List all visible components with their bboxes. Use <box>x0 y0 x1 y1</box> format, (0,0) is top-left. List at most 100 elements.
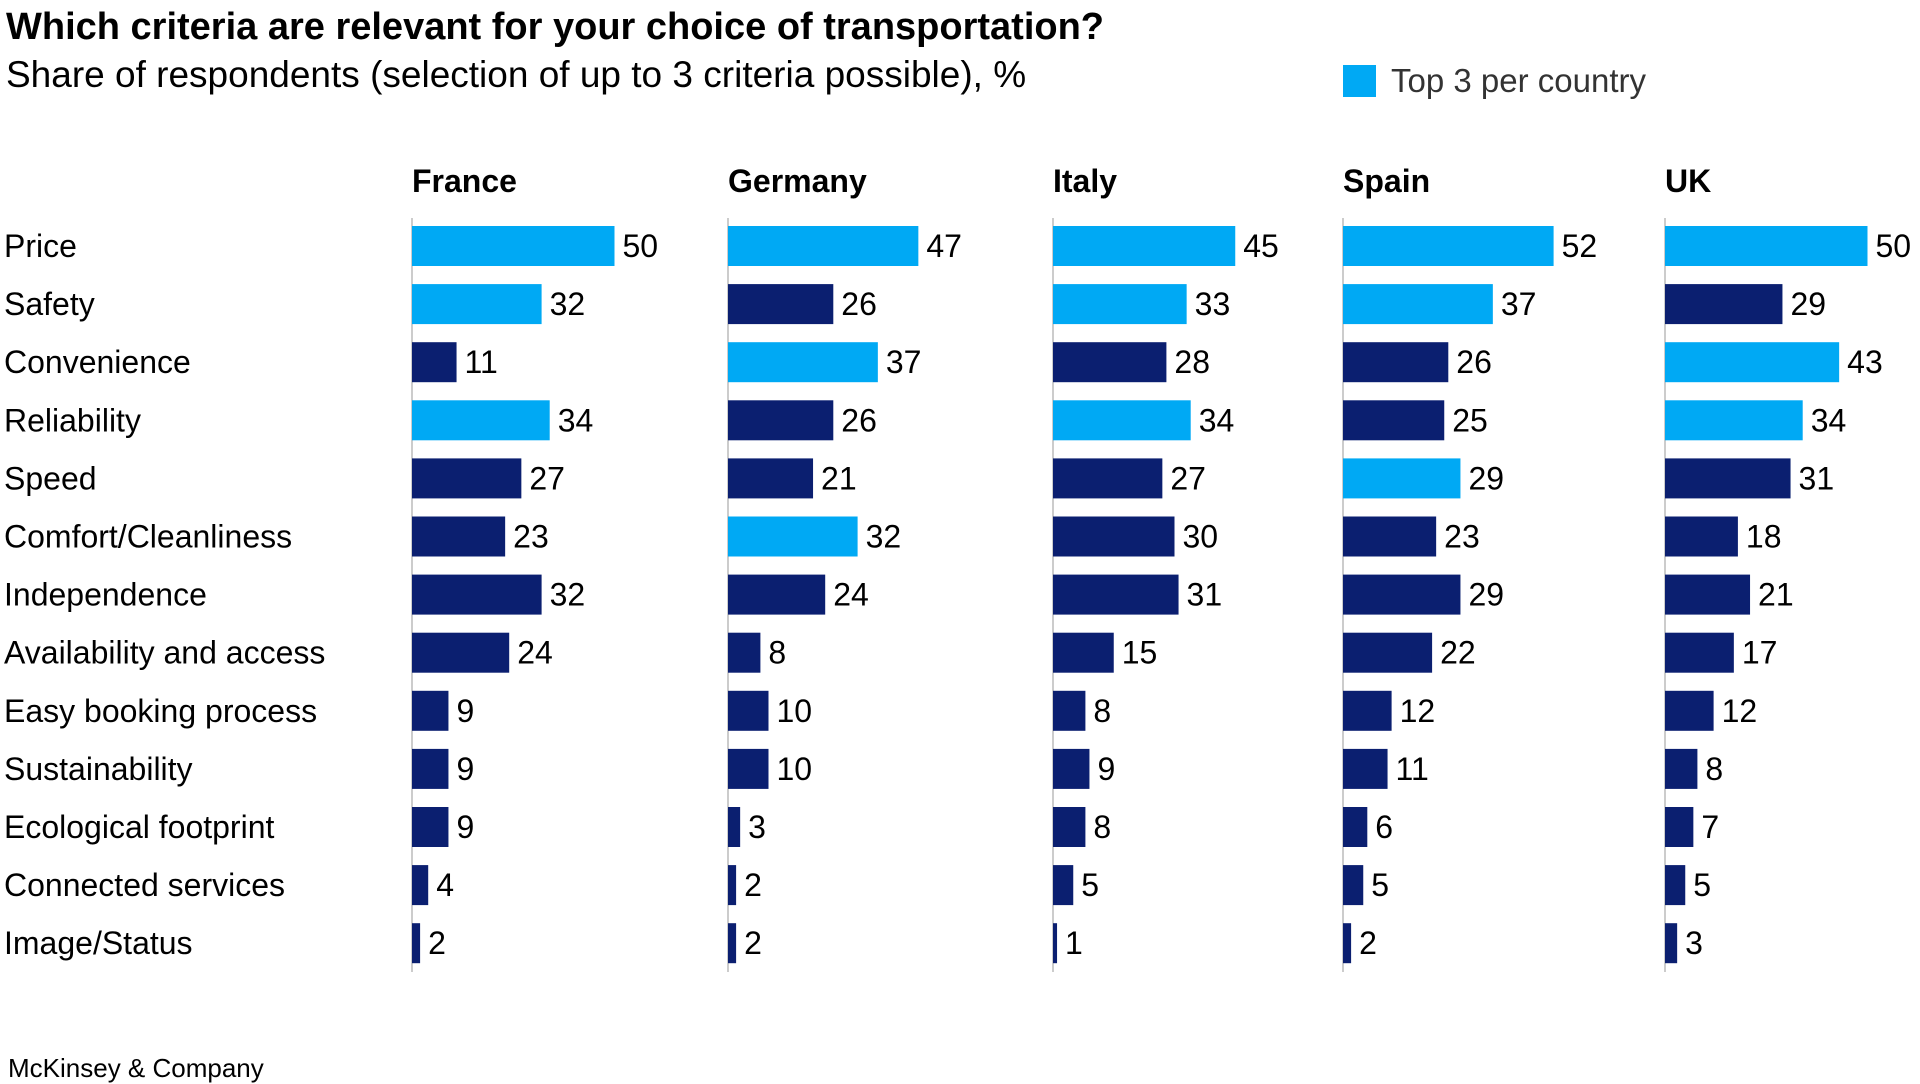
data-label: 34 <box>1811 402 1847 438</box>
bar <box>728 690 769 731</box>
bar <box>412 400 550 441</box>
bar <box>1665 458 1791 499</box>
category-label: Convenience <box>4 344 191 380</box>
data-label: 5 <box>1371 867 1389 903</box>
data-label: 11 <box>1396 751 1429 787</box>
category-label: Sustainability <box>4 751 193 787</box>
category-label: Availability and access <box>4 635 325 671</box>
data-label: 2 <box>428 925 446 961</box>
data-label: 34 <box>1199 402 1235 438</box>
bar <box>1053 632 1114 673</box>
bar <box>1343 400 1445 441</box>
category-label: Easy booking process <box>4 693 317 729</box>
bar <box>1343 748 1388 789</box>
bar <box>1343 516 1437 557</box>
bar <box>412 574 542 615</box>
bar <box>412 342 457 383</box>
data-label: 5 <box>1693 867 1711 903</box>
data-label: 31 <box>1187 577 1223 613</box>
data-label: 31 <box>1799 460 1835 496</box>
bar <box>1665 342 1840 383</box>
bar <box>1053 574 1179 615</box>
category-label: Speed <box>4 460 97 496</box>
bar <box>1053 807 1086 847</box>
bar <box>1665 284 1783 325</box>
data-label: 3 <box>1685 925 1703 961</box>
data-label: 23 <box>1444 519 1480 555</box>
category-label: Comfort/Cleanliness <box>4 519 292 555</box>
bar <box>728 284 834 325</box>
bar <box>1343 574 1461 615</box>
data-label: 17 <box>1742 635 1778 671</box>
data-label: 18 <box>1746 519 1782 555</box>
category-label: Price <box>4 228 77 264</box>
bar <box>1665 632 1734 673</box>
bar <box>728 516 858 557</box>
bar <box>1665 574 1751 615</box>
bar <box>1343 865 1364 906</box>
category-label: Connected services <box>4 867 285 903</box>
data-label: 25 <box>1452 402 1488 438</box>
bar <box>1665 690 1714 731</box>
bar <box>1343 923 1352 964</box>
bar <box>1053 748 1090 789</box>
footer-brand: McKinsey & Company <box>8 1053 264 1083</box>
data-label: 28 <box>1174 344 1210 380</box>
bar <box>728 632 761 673</box>
bar <box>1053 458 1163 499</box>
bar <box>412 923 421 964</box>
bar <box>728 574 826 615</box>
bar <box>1343 284 1493 325</box>
bar <box>728 342 878 383</box>
bar <box>1053 400 1191 441</box>
bar <box>728 458 814 499</box>
data-label: 29 <box>1468 460 1504 496</box>
bar <box>1053 342 1167 383</box>
bar <box>1053 516 1175 557</box>
data-label: 33 <box>1195 286 1231 322</box>
bar <box>1665 807 1694 847</box>
bar <box>1665 865 1686 906</box>
data-label: 2 <box>1359 925 1377 961</box>
bar <box>1343 458 1461 499</box>
country-header: Spain <box>1343 163 1430 199</box>
data-label: 4 <box>436 867 454 903</box>
country-header: Italy <box>1053 163 1117 199</box>
bar <box>1053 226 1236 266</box>
data-label: 5 <box>1081 867 1099 903</box>
data-label: 9 <box>456 809 474 845</box>
data-label: 12 <box>1400 693 1436 729</box>
data-label: 8 <box>1093 693 1111 729</box>
data-label: 9 <box>1097 751 1115 787</box>
country-header: France <box>412 163 517 199</box>
data-label: 8 <box>1093 809 1111 845</box>
data-label: 30 <box>1183 519 1219 555</box>
legend-swatch-top3 <box>1343 65 1376 97</box>
country-header: UK <box>1665 163 1711 199</box>
data-label: 32 <box>866 519 902 555</box>
data-label: 1 <box>1065 925 1083 961</box>
bar <box>1665 923 1678 964</box>
bar <box>412 516 506 557</box>
data-label: 27 <box>1170 460 1206 496</box>
bar <box>728 226 919 266</box>
category-label: Ecological footprint <box>4 809 274 845</box>
data-label: 37 <box>1501 286 1537 322</box>
data-label: 26 <box>841 402 877 438</box>
data-label: 50 <box>623 228 659 264</box>
data-label: 9 <box>456 751 474 787</box>
data-label: 9 <box>456 693 474 729</box>
data-label: 34 <box>558 402 594 438</box>
bar <box>1343 226 1554 266</box>
bar <box>1053 690 1086 731</box>
chart-title: Which criteria are relevant for your cho… <box>6 6 1105 48</box>
data-label: 2 <box>744 925 762 961</box>
category-label: Reliability <box>4 402 141 438</box>
data-label: 23 <box>513 519 549 555</box>
data-label: 21 <box>1758 577 1794 613</box>
data-label: 24 <box>833 577 869 613</box>
data-label: 6 <box>1375 809 1393 845</box>
bar <box>728 748 769 789</box>
bar <box>412 284 542 325</box>
bar <box>1343 342 1449 383</box>
